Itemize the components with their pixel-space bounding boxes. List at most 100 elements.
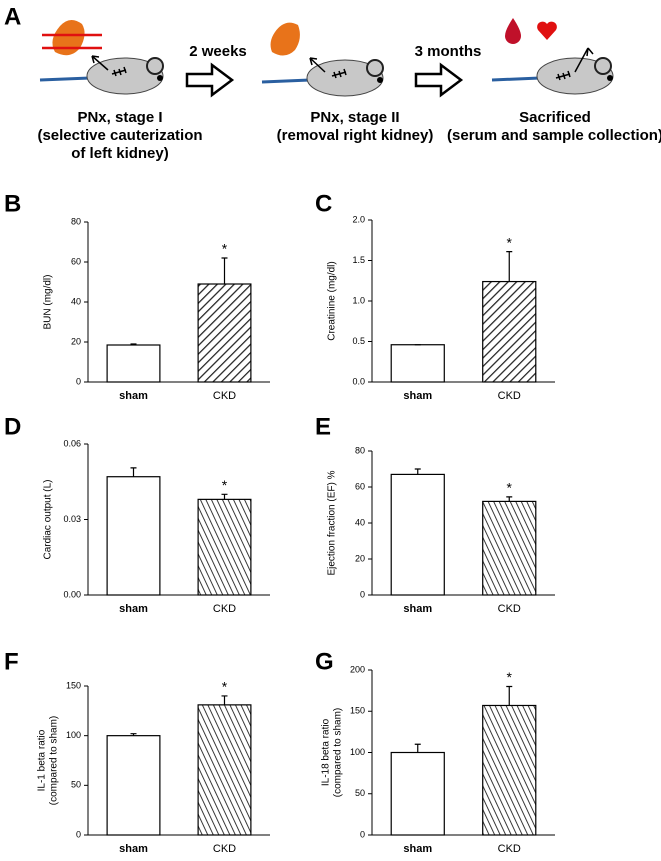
y-tick-label: 40 bbox=[71, 296, 81, 306]
chart: C Creatinine (mg/dl) 0.0 0.5 1.0 1.5 2.0 sham CK… bbox=[315, 190, 555, 402]
error-bar bbox=[221, 257, 228, 284]
bar bbox=[482, 704, 537, 836]
y-tick-label: 0 bbox=[76, 376, 81, 386]
error-bar bbox=[414, 468, 421, 475]
arrow bbox=[309, 57, 326, 73]
significance-mark: * bbox=[507, 234, 513, 250]
x-tick-label: CKD bbox=[213, 390, 236, 402]
y-tick-label: 60 bbox=[71, 256, 81, 266]
x-tick-label: CKD bbox=[213, 843, 236, 855]
x-tick-label: sham bbox=[403, 390, 432, 402]
nose bbox=[157, 75, 163, 81]
bar bbox=[390, 473, 445, 596]
y-axis-label: Creatinine (mg/dl) bbox=[327, 261, 338, 340]
ear bbox=[594, 57, 612, 75]
significance-mark: * bbox=[222, 679, 228, 695]
chart: F IL-1 beta ratio (compared to sham) 0 50 100… bbox=[4, 648, 270, 855]
bar bbox=[106, 735, 161, 836]
hollow-arrow bbox=[414, 62, 464, 98]
y-tick-label: 40 bbox=[355, 517, 365, 527]
panel-letter: C bbox=[315, 190, 332, 217]
panel-letter: F bbox=[4, 648, 19, 675]
error-bar bbox=[506, 250, 513, 282]
y-axis-label: IL-18 beta ratio bbox=[321, 718, 332, 786]
panel-letter: D bbox=[4, 413, 21, 440]
arrow bbox=[574, 47, 594, 73]
interval: 2 weeks bbox=[189, 43, 247, 60]
bar bbox=[390, 751, 445, 836]
step-caption: (serum and sample collection) bbox=[447, 127, 661, 144]
y-axis-label: Cardiac output (L) bbox=[43, 479, 54, 559]
y-tick-label: 80 bbox=[355, 445, 365, 455]
y-tick-label: 0.5 bbox=[352, 336, 365, 346]
y-tick-label: 0 bbox=[76, 829, 81, 839]
y-tick-label: 100 bbox=[350, 747, 365, 757]
x-tick-label: sham bbox=[119, 843, 148, 855]
significance-mark: * bbox=[222, 477, 228, 493]
panel-letter: B bbox=[4, 190, 21, 217]
bar bbox=[106, 344, 161, 383]
y-axis-label: BUN (mg/dl) bbox=[43, 274, 54, 329]
x-tick-label: sham bbox=[119, 603, 148, 615]
x-tick-label: sham bbox=[403, 603, 432, 615]
chart: G IL-18 beta ratio (compared to sham) 0 50 10… bbox=[315, 648, 555, 855]
bar bbox=[390, 344, 445, 383]
kidney bbox=[52, 19, 85, 56]
bar bbox=[197, 498, 252, 596]
significance-mark: * bbox=[222, 241, 228, 257]
charts: B BUN (mg/dl) 0 20 40 60 80 sham CKD * C Creatinine… bbox=[4, 190, 555, 855]
interval: 3 months bbox=[415, 43, 482, 60]
tail bbox=[261, 78, 311, 84]
y-tick-label: 2.0 bbox=[352, 214, 365, 224]
y-tick-label: 1.0 bbox=[352, 295, 365, 305]
x-tick-label: sham bbox=[119, 390, 148, 402]
kidney bbox=[270, 22, 300, 56]
bar bbox=[106, 476, 161, 596]
suture bbox=[555, 70, 571, 81]
y-axis-label: IL-1 beta ratio bbox=[37, 729, 48, 791]
y-tick-label: 0.00 bbox=[63, 589, 81, 599]
significance-mark: * bbox=[507, 669, 513, 685]
bar bbox=[482, 500, 537, 596]
y-tick-label: 50 bbox=[355, 788, 365, 798]
y-tick-label: 0 bbox=[360, 829, 365, 839]
chart: B BUN (mg/dl) 0 20 40 60 80 sham CKD * bbox=[4, 190, 270, 402]
y-axis-label: (compared to sham) bbox=[333, 708, 344, 797]
y-tick-label: 0 bbox=[360, 589, 365, 599]
nose bbox=[607, 75, 613, 81]
y-tick-label: 50 bbox=[71, 780, 81, 790]
y-tick-label: 0.06 bbox=[63, 438, 81, 448]
bar bbox=[482, 280, 537, 383]
error-bar bbox=[130, 467, 137, 477]
error-bar bbox=[221, 493, 228, 500]
panel-letter: G bbox=[315, 648, 334, 675]
y-tick-label: 0.03 bbox=[63, 514, 81, 524]
chart: E Ejection fraction (EF) % 0 20 40 60 80 sham CK… bbox=[315, 413, 555, 615]
x-tick-label: CKD bbox=[498, 390, 521, 402]
error-bar bbox=[506, 496, 513, 502]
nose bbox=[377, 77, 383, 83]
error-bar bbox=[414, 743, 421, 753]
mouse bbox=[306, 59, 384, 97]
panel-letter: A bbox=[4, 3, 21, 30]
step-caption: of left kidney) bbox=[71, 145, 169, 162]
tail bbox=[39, 76, 91, 82]
chart: D Cardiac output (L) 0.00 0.03 0.06 sham CKD * bbox=[4, 413, 270, 615]
y-tick-label: 20 bbox=[71, 336, 81, 346]
ear bbox=[146, 57, 164, 75]
x-tick-label: CKD bbox=[498, 843, 521, 855]
y-tick-label: 150 bbox=[350, 706, 365, 716]
ear bbox=[366, 59, 384, 77]
error-bar bbox=[130, 343, 137, 345]
x-tick-label: CKD bbox=[213, 603, 236, 615]
y-tick-label: 200 bbox=[350, 664, 365, 674]
y-axis-label: Ejection fraction (EF) % bbox=[327, 470, 338, 575]
error-bar bbox=[506, 685, 513, 706]
schematic: A 2 weeks 3 months bbox=[4, 3, 614, 98]
significance-mark: * bbox=[507, 480, 513, 496]
arrow bbox=[91, 55, 109, 71]
y-tick-label: 0.0 bbox=[352, 376, 365, 386]
